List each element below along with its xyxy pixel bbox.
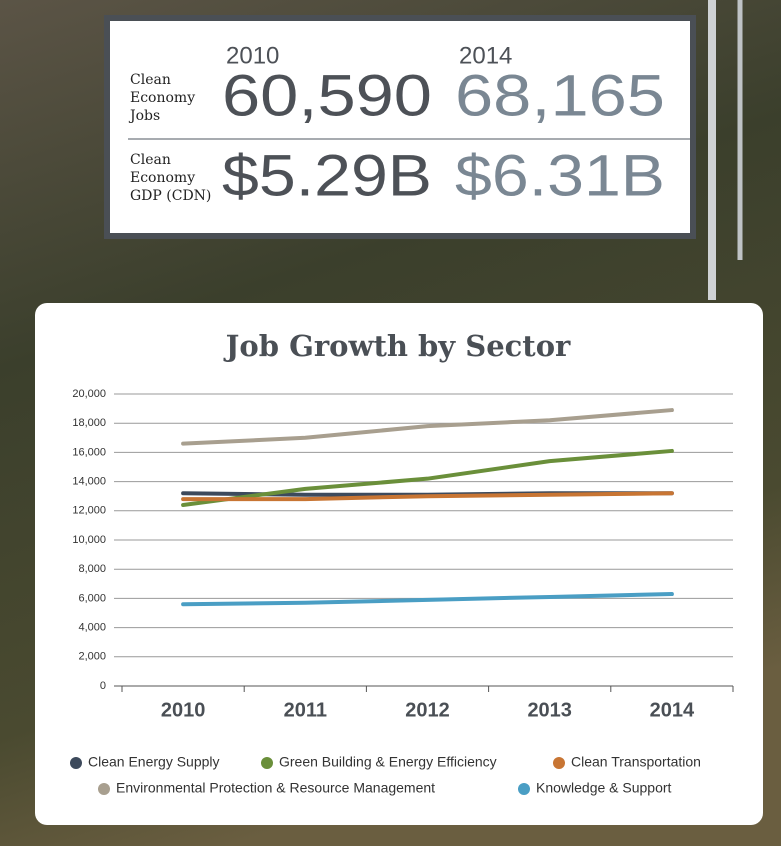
legend-label: Clean Energy Supply bbox=[88, 754, 220, 770]
series-line bbox=[181, 491, 674, 502]
row-label: Clean bbox=[130, 152, 171, 168]
y-tick-label: 16,000 bbox=[72, 446, 106, 458]
y-tick-label: 0 bbox=[100, 680, 106, 692]
y-tick-label: 2,000 bbox=[78, 651, 106, 663]
series-line bbox=[181, 592, 674, 607]
row-label: Economy bbox=[130, 90, 195, 106]
legend-label: Knowledge & Support bbox=[536, 780, 672, 796]
y-tick-label: 6,000 bbox=[78, 592, 106, 604]
x-tick-label: 2013 bbox=[527, 699, 572, 721]
stat-value: $6.31B bbox=[455, 143, 665, 208]
y-tick-label: 12,000 bbox=[72, 505, 106, 517]
stat-value: $5.29B bbox=[222, 143, 432, 208]
year-label: 2014 bbox=[459, 42, 512, 69]
stats-box bbox=[104, 15, 696, 239]
stat-value: 60,590 bbox=[222, 63, 432, 128]
chart-panel bbox=[35, 303, 763, 825]
chart-title: Job Growth by Sector bbox=[223, 329, 571, 363]
row-label: Clean bbox=[130, 72, 171, 88]
legend-label: Green Building & Energy Efficiency bbox=[279, 754, 497, 770]
row-label: Economy bbox=[130, 170, 195, 186]
legend-swatch bbox=[261, 757, 273, 769]
legend-swatch bbox=[98, 783, 110, 795]
x-tick-label: 2011 bbox=[284, 699, 327, 721]
legend-swatch bbox=[518, 783, 530, 795]
year-label: 2010 bbox=[226, 42, 279, 69]
x-tick-label: 2012 bbox=[405, 699, 450, 721]
series-line bbox=[181, 408, 674, 446]
legend-swatch bbox=[553, 757, 565, 769]
series-line bbox=[181, 448, 674, 507]
y-tick-label: 8,000 bbox=[78, 563, 106, 575]
legend-label: Environmental Protection & Resource Mana… bbox=[116, 780, 435, 796]
x-tick-label: 2010 bbox=[161, 699, 206, 721]
x-tick-label: 2014 bbox=[650, 699, 695, 721]
y-tick-label: 14,000 bbox=[72, 476, 106, 488]
y-tick-label: 20,000 bbox=[72, 388, 106, 400]
y-tick-label: 18,000 bbox=[72, 417, 106, 429]
legend-label: Clean Transportation bbox=[571, 754, 701, 770]
row-label: Jobs bbox=[128, 108, 160, 124]
legend-swatch bbox=[70, 757, 82, 769]
row-label: GDP (CDN) bbox=[130, 188, 211, 204]
y-tick-label: 10,000 bbox=[72, 534, 106, 546]
y-tick-label: 4,000 bbox=[78, 622, 106, 634]
stat-value: 68,165 bbox=[455, 63, 665, 128]
